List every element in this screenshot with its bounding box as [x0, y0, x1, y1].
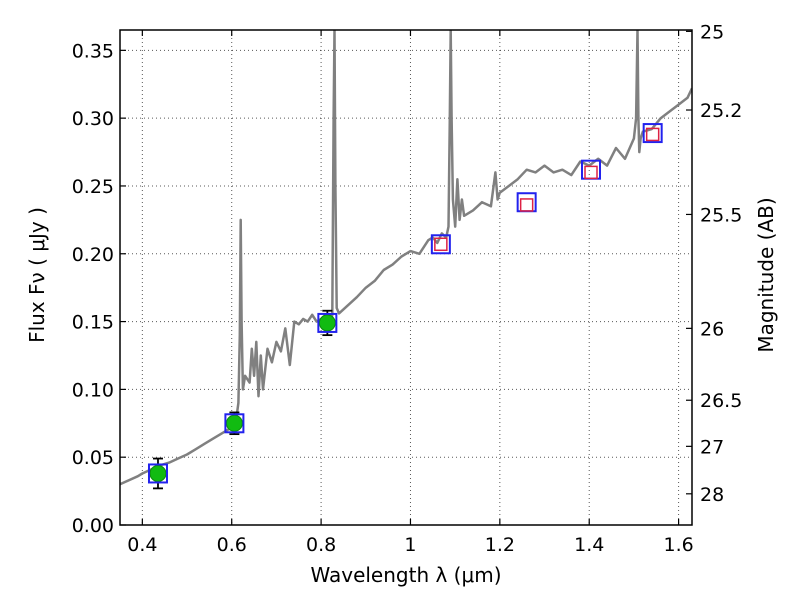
- y-tick-label: 0.15: [72, 312, 114, 334]
- y-tick-label: 0.35: [72, 40, 114, 62]
- y-tick-label: 0.30: [72, 108, 114, 130]
- model-square: [317, 312, 338, 333]
- predicted-square: [645, 127, 660, 142]
- model-square: [147, 463, 168, 484]
- model-square: [642, 123, 663, 144]
- x-tick-label: 1.6: [663, 534, 693, 556]
- x-tick-label: 1.2: [485, 534, 515, 556]
- model-square: [430, 234, 451, 255]
- right-tick-label: 25.5: [700, 204, 742, 226]
- series-layer: [120, 30, 692, 490]
- observed-point: [149, 464, 167, 482]
- right-axis-label: Magnitude (AB): [754, 197, 778, 352]
- observed-point: [318, 314, 336, 332]
- y-tick-label: 0.10: [72, 379, 114, 401]
- predicted-square: [434, 237, 448, 252]
- x-tick-label: 0.4: [127, 534, 157, 556]
- x-tick-label: 1.4: [574, 534, 604, 556]
- x-tick-label: 0.6: [217, 534, 247, 556]
- y-axis-label: Flux Fν ( μJy ): [25, 207, 49, 343]
- predicted-square: [519, 198, 534, 212]
- model-square: [224, 413, 245, 434]
- right-tick-label: 26.5: [700, 390, 742, 412]
- x-tick-label: 0.8: [306, 534, 336, 556]
- y-tick-label: 0.20: [72, 244, 114, 266]
- ticks: 0.4 0.6 0.8 1 1.2 1.4 1.6 0.00 0.05 0.10 0.15 0.20 0…: [72, 21, 743, 556]
- right-tick-label: 26: [700, 318, 724, 340]
- right-tick-label: 25: [700, 21, 724, 43]
- y-tick-label: 0.00: [72, 515, 114, 537]
- y-tick-label: 0.05: [72, 447, 114, 469]
- grid: [120, 30, 692, 526]
- right-tick-label: 25.2: [700, 100, 742, 122]
- y-tick-label: 0.25: [72, 176, 114, 198]
- observed-point: [225, 414, 243, 432]
- x-axis-label: Wavelength λ (μm): [310, 563, 501, 587]
- x-tick-label: 1: [404, 534, 416, 556]
- predicted-square: [584, 165, 598, 180]
- right-tick-label: 27: [700, 436, 724, 458]
- plot-frame: [119, 29, 693, 526]
- spectrum-line: [120, 30, 692, 486]
- right-tick-label: 28: [700, 484, 724, 506]
